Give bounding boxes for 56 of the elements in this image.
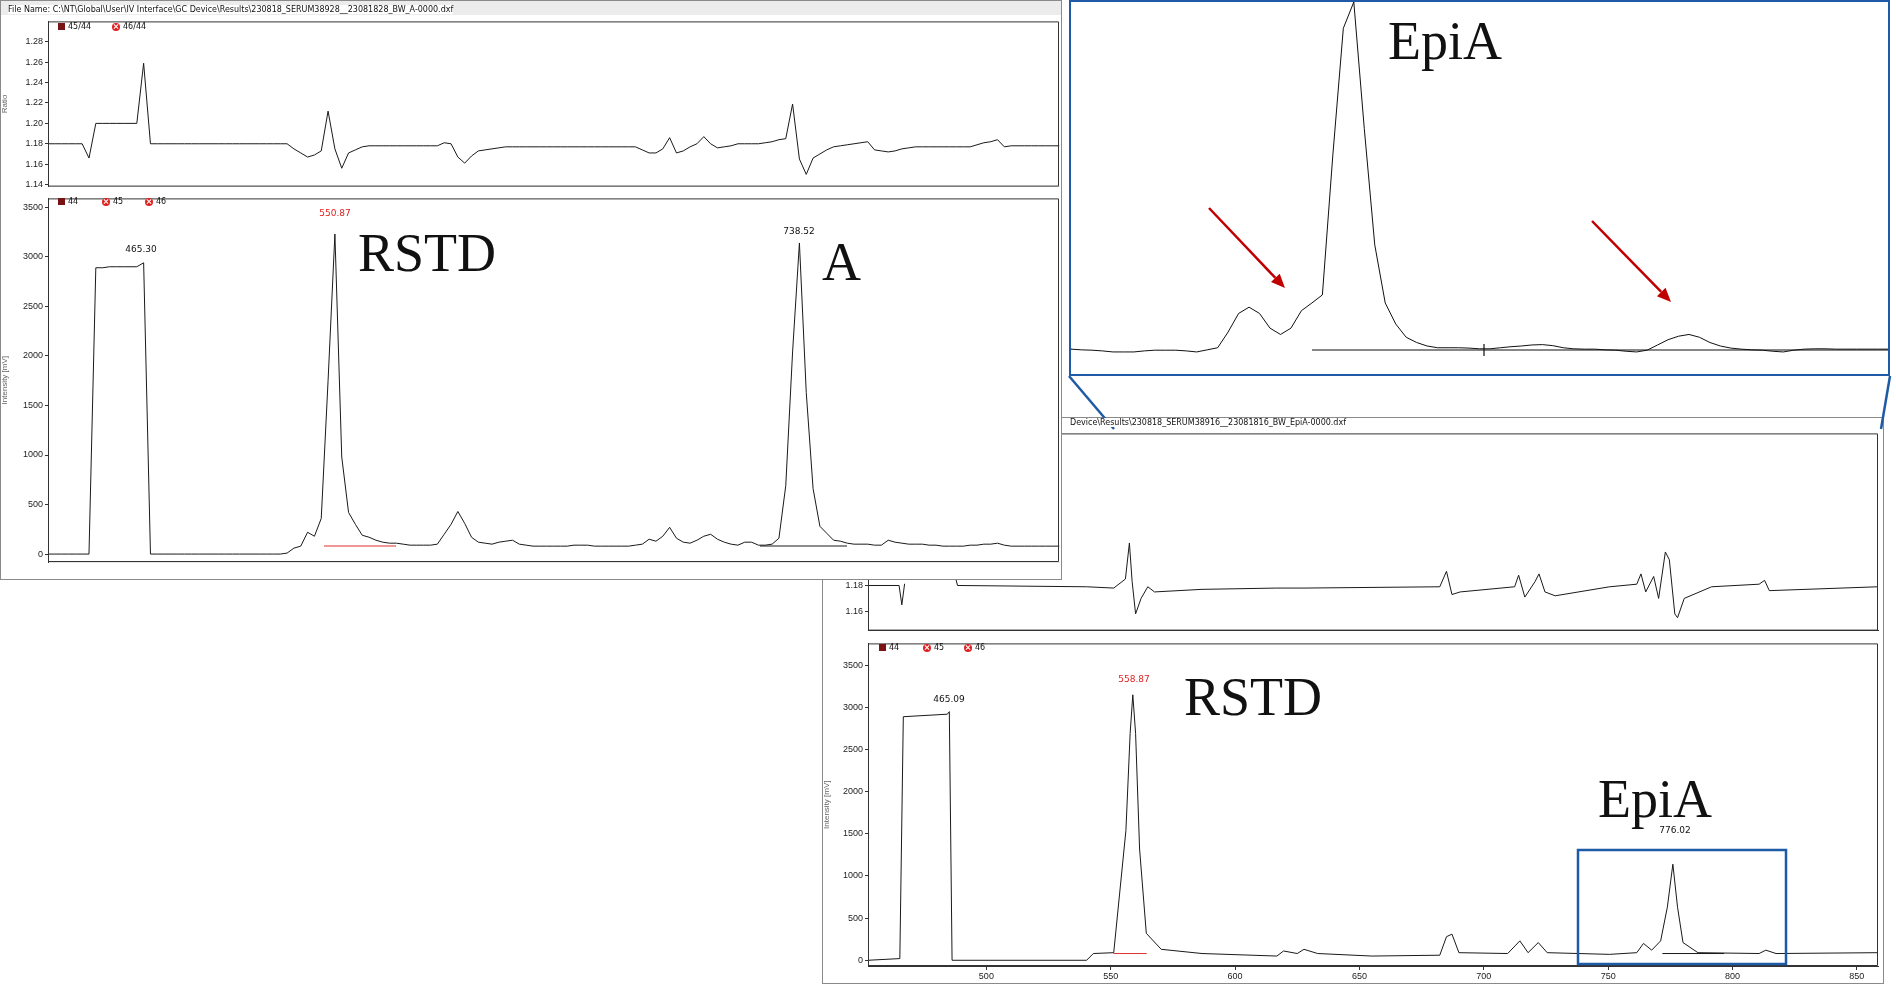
y-tick-label: 2000 [842,786,863,797]
annotation: 465.30 [125,244,157,254]
annotation: 46/44 [123,22,147,31]
y-tick-label: 0 [37,548,43,559]
y-axis-title: Intensity [mV] [822,780,831,829]
annotation: 44 [68,197,79,206]
y-tick-label: 500 [27,499,43,510]
annotation: RSTD [358,223,497,283]
x-tick-label: 550 [1103,970,1119,981]
y-tick-label: 3000 [22,251,43,262]
annotation: 46 [156,197,167,206]
y-tick-label: 1.28 [25,36,43,47]
y-tick-label: 1.24 [25,77,43,88]
y-tick-label: 1500 [842,828,863,839]
y-tick-label: 1.14 [25,179,43,190]
y-tick-label: 1.18 [845,579,863,590]
annotation: 738.52 [783,226,815,236]
x-tick-label: 800 [1724,970,1741,981]
y-tick-label: 1000 [22,449,43,460]
annotation: 558.87 [1118,674,1150,684]
x-tick-label: 750 [1600,970,1616,981]
y-tick-label: 1.26 [25,56,43,67]
y-tick-label: 3500 [842,659,863,670]
y-tick-label: 1000 [842,870,863,881]
y-tick-label: 2500 [842,744,863,755]
y-axis-title: Ratio [0,94,9,114]
y-tick-label: 2500 [22,300,43,311]
annotation: 465.09 [933,694,965,704]
annotation: 44 [889,643,900,652]
y-tick-label: 1.22 [25,97,43,108]
y-tick-label: 1.16 [25,158,43,169]
y-tick-label: 2000 [22,350,43,361]
y-tick-label: 500 [847,912,863,923]
x-tick-label: 700 [1476,970,1492,981]
x-tick-label: 500 [978,970,994,981]
text: Device\Results\230818_SERUM38916__23081816_BW_EpiA-0000.dxf [1070,418,1346,427]
y-tick-label: 1.16 [845,605,863,616]
annotation: 45 [934,643,945,652]
x-tick-label: 650 [1351,970,1367,981]
annotation: 45/44 [68,22,92,31]
annotation: 45 [113,197,124,206]
y-tick-label: 1.18 [25,138,43,149]
x-tick-label: 850 [1849,970,1865,981]
x-tick-label: 600 [1227,970,1243,981]
y-tick-label: 3000 [842,701,863,712]
annotation: A [822,232,861,292]
y-axis-title: Intensity [mV] [0,355,9,405]
annotation: EpiA [1388,11,1502,71]
text: File Name: C:\NT\Global\User\IV Interface\GC Device\Results\230818_SERUM38928__23081828_BW_A-0000.dxf [8,5,454,14]
y-tick-label: 1500 [22,399,43,410]
annotation: 550.87 [319,208,351,218]
annotation: 46 [975,643,986,652]
y-tick-label: 3500 [22,201,43,212]
y-tick-label: 1.20 [25,117,43,128]
annotation: RSTD [1184,667,1323,727]
y-tick-label: 0 [857,954,863,965]
